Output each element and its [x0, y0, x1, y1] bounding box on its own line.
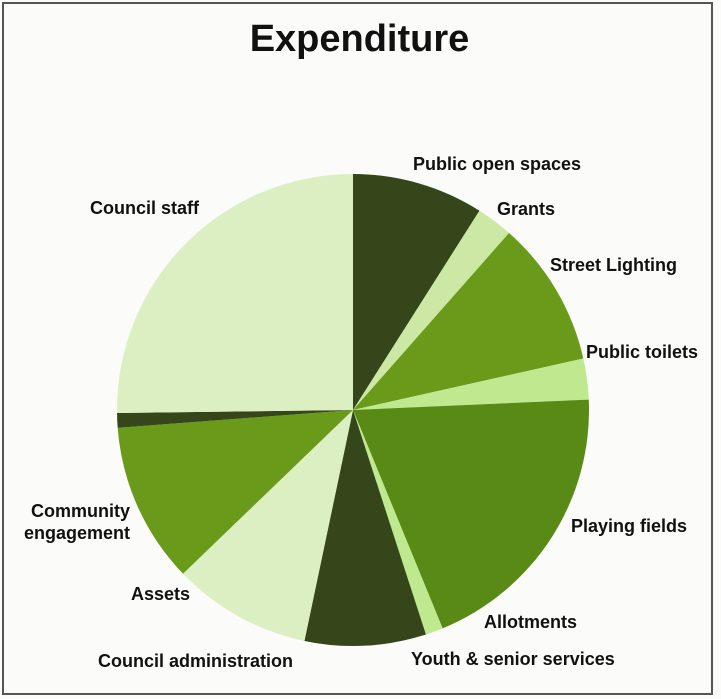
slice-label-street-lighting: Street Lighting [550, 255, 677, 275]
pie-slice-public-open-spaces [353, 174, 480, 410]
slice-label-public-open-spaces: Public open spaces [413, 154, 581, 174]
pie-slice-community-engagement [117, 410, 354, 428]
pie-slice-allotments [353, 410, 443, 635]
chart-title: Expenditure [249, 18, 470, 60]
pie-slice-playing-fields [353, 399, 589, 629]
slice-label-youth-senior-services: Youth & senior services [411, 649, 615, 669]
slice-label-public-toilets: Public toilets [586, 342, 698, 362]
slice-label-assets: Assets [131, 584, 190, 604]
slice-label-community-engagement: Community engagement [24, 501, 130, 543]
pie-slice-assets [117, 410, 353, 574]
slice-label-council-administration: Council administration [98, 651, 293, 671]
slice-label-grants: Grants [497, 199, 555, 219]
pie-slice-public-toilets [353, 358, 589, 410]
slice-label-council-staff: Council staff [90, 198, 200, 218]
pie-slice-council-staff [117, 174, 353, 413]
slice-label-playing-fields: Playing fields [571, 516, 687, 536]
pie-slice-street-lighting [353, 232, 584, 410]
slice-label-allotments: Allotments [484, 612, 577, 632]
pie-slice-youth-senior-services [304, 410, 426, 647]
pie-slice-grants [353, 210, 510, 410]
pie-slice-council-administration [183, 410, 353, 641]
